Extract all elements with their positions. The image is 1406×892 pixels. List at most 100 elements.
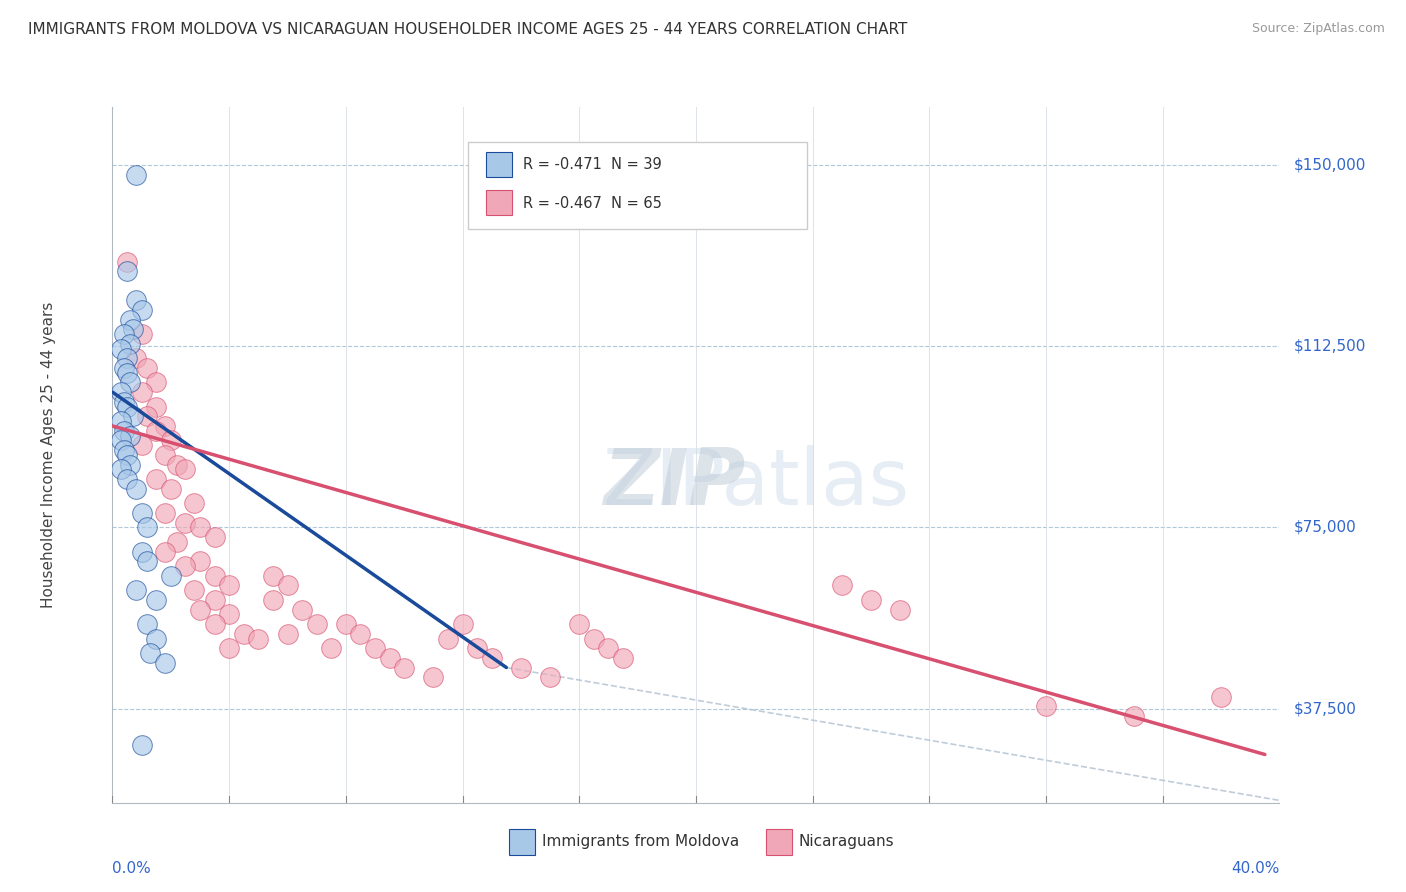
- Point: [364, 641, 387, 656]
- Point: [598, 641, 620, 656]
- Point: [125, 168, 148, 182]
- Point: [160, 482, 183, 496]
- Point: [204, 568, 226, 582]
- Point: [204, 617, 226, 632]
- Text: ZIPatlas: ZIPatlas: [603, 445, 910, 521]
- Point: [232, 626, 254, 640]
- Point: [335, 617, 357, 632]
- Point: [118, 458, 141, 472]
- Point: [160, 434, 183, 448]
- Point: [115, 366, 138, 380]
- Point: [145, 632, 167, 646]
- Point: [115, 254, 138, 268]
- Text: $37,500: $37,500: [1294, 701, 1357, 716]
- Point: [451, 617, 474, 632]
- Point: [218, 607, 240, 622]
- Point: [859, 592, 883, 607]
- Point: [118, 376, 141, 390]
- Point: [131, 438, 153, 452]
- Point: [321, 641, 343, 656]
- Point: [612, 651, 634, 665]
- Point: [1122, 708, 1144, 723]
- Point: [465, 641, 488, 656]
- Point: [145, 472, 167, 486]
- Text: Nicaraguans: Nicaraguans: [799, 834, 894, 849]
- Point: [166, 458, 188, 472]
- Point: [136, 520, 159, 534]
- Point: [183, 496, 205, 510]
- Point: [136, 409, 159, 424]
- Point: [115, 351, 138, 366]
- Point: [378, 651, 401, 665]
- Point: [204, 530, 226, 544]
- Point: [136, 617, 159, 632]
- Bar: [509, 829, 534, 855]
- Point: [125, 482, 148, 496]
- Point: [110, 462, 132, 476]
- Point: [1209, 690, 1232, 704]
- Text: Source: ZipAtlas.com: Source: ZipAtlas.com: [1251, 22, 1385, 36]
- Point: [145, 592, 167, 607]
- Point: [136, 361, 159, 376]
- Point: [481, 651, 503, 665]
- Point: [131, 385, 153, 400]
- Point: [110, 385, 132, 400]
- Point: [889, 602, 911, 616]
- Point: [115, 400, 138, 414]
- Point: [166, 534, 188, 549]
- Point: [131, 506, 153, 520]
- Point: [122, 409, 145, 424]
- Point: [247, 632, 270, 646]
- Text: IMMIGRANTS FROM MOLDOVA VS NICARAGUAN HOUSEHOLDER INCOME AGES 25 - 44 YEARS CORR: IMMIGRANTS FROM MOLDOVA VS NICARAGUAN HO…: [28, 22, 907, 37]
- Point: [188, 602, 211, 616]
- Point: [115, 264, 138, 278]
- Text: R = -0.471  N = 39: R = -0.471 N = 39: [523, 157, 662, 172]
- Point: [153, 419, 176, 434]
- Bar: [486, 190, 512, 215]
- Text: R = -0.467  N = 65: R = -0.467 N = 65: [523, 195, 662, 211]
- Point: [349, 626, 371, 640]
- Point: [831, 578, 853, 592]
- Point: [153, 656, 176, 670]
- Text: ZIP: ZIP: [603, 445, 745, 521]
- Point: [153, 544, 176, 558]
- Point: [218, 578, 240, 592]
- Point: [174, 516, 197, 530]
- Point: [291, 602, 314, 616]
- Point: [160, 568, 183, 582]
- Point: [139, 646, 162, 660]
- Point: [262, 568, 284, 582]
- Point: [174, 559, 197, 574]
- Point: [145, 400, 167, 414]
- Point: [568, 617, 591, 632]
- Text: $112,500: $112,500: [1294, 339, 1367, 354]
- Point: [392, 660, 416, 674]
- Point: [112, 361, 135, 376]
- Point: [131, 738, 153, 752]
- Point: [305, 617, 328, 632]
- Point: [131, 544, 153, 558]
- Point: [437, 632, 460, 646]
- Point: [131, 303, 153, 318]
- Point: [183, 583, 205, 598]
- Point: [110, 414, 132, 428]
- Point: [110, 342, 132, 356]
- Point: [276, 626, 298, 640]
- Point: [538, 670, 561, 684]
- Point: [204, 592, 226, 607]
- Point: [125, 583, 148, 598]
- Point: [276, 578, 298, 592]
- Point: [131, 327, 153, 342]
- Bar: [766, 829, 792, 855]
- Point: [136, 554, 159, 568]
- Bar: [486, 153, 512, 177]
- Point: [262, 592, 284, 607]
- Point: [422, 670, 444, 684]
- Point: [174, 462, 197, 476]
- Point: [112, 327, 135, 342]
- Text: 40.0%: 40.0%: [1232, 861, 1279, 876]
- Point: [153, 506, 176, 520]
- Text: 0.0%: 0.0%: [112, 861, 152, 876]
- Point: [153, 448, 176, 462]
- Point: [115, 472, 138, 486]
